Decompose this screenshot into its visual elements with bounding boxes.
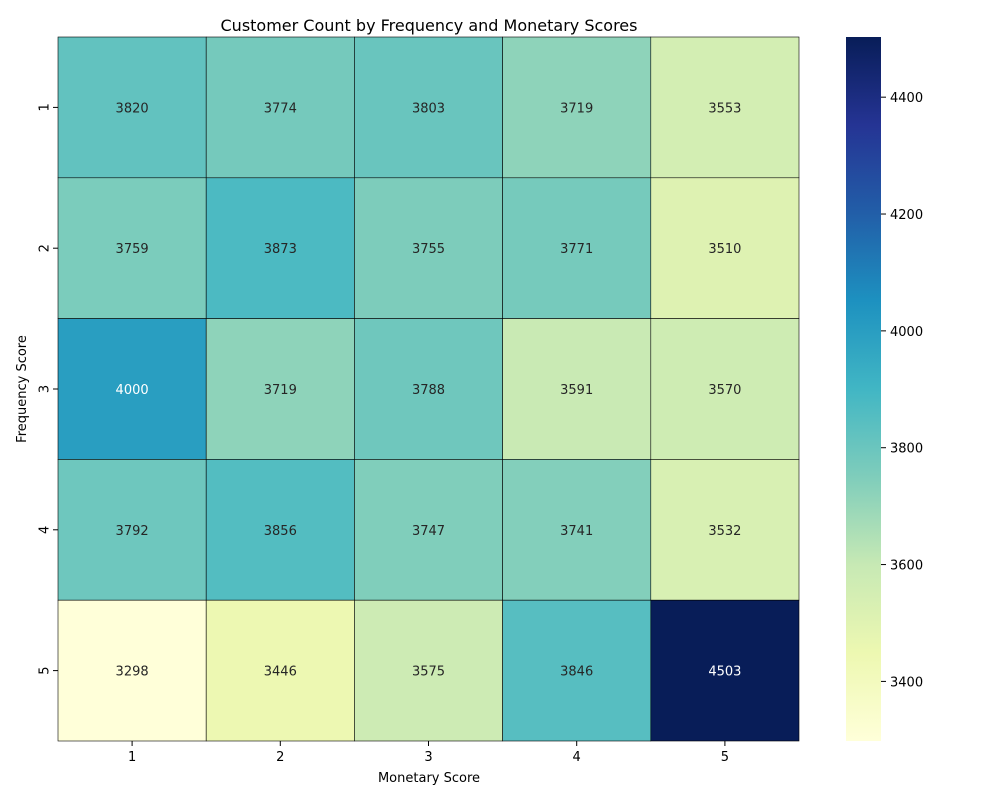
heatmap-cell-f3-m3: [354, 318, 503, 460]
cell-value-label: 3719: [560, 101, 593, 116]
heatmap-cell-f4-m4: [502, 459, 652, 601]
cell-value-label: 3846: [560, 665, 593, 680]
cell-value-label: 3755: [412, 242, 445, 257]
heatmap-cell-f3-m2: [205, 318, 355, 460]
cell-value-label: 4503: [708, 665, 741, 680]
heatmap-cell-f1-m3: [354, 36, 503, 179]
cell-value-label: 3774: [264, 101, 297, 116]
colorbar: [846, 37, 881, 741]
colorbar-tick-label: 4000: [890, 325, 923, 340]
cell-value-label: 3446: [264, 665, 297, 680]
cell-value-label: 3856: [264, 524, 297, 539]
x-tick-label: 2: [276, 750, 284, 765]
cell-value-label: 3803: [412, 101, 445, 116]
heatmap-cell-f4-m5: [650, 459, 800, 601]
y-axis-ticks: 1 2 3 4 5: [38, 103, 58, 675]
y-tick-label: 4: [38, 526, 53, 534]
cell-value-label: 3298: [116, 665, 149, 680]
heatmap-cell-f5-m1: [57, 599, 207, 742]
x-axis-label: Monetary Score: [378, 771, 480, 786]
cell-value-label: 3591: [560, 383, 593, 398]
heatmap-cell-f2-m1: [57, 177, 207, 319]
cell-value-label: 3792: [116, 524, 149, 539]
colorbar-tick-label: 3600: [890, 559, 923, 574]
y-tick-label: 2: [38, 244, 53, 252]
cell-value-label: 3820: [116, 101, 149, 116]
heatmap-cell-f4-m2: [205, 459, 355, 601]
cell-value-label: 3553: [708, 101, 741, 116]
x-axis-ticks: 1 2 3 4 5: [128, 741, 729, 765]
colorbar-ticks: 3400 3600 3800 4000 4200 4400: [881, 91, 923, 690]
x-tick-label: 4: [573, 750, 581, 765]
cell-value-label: 3532: [708, 524, 741, 539]
x-tick-label: 3: [424, 750, 432, 765]
heatmap-cell-f5-m2: [205, 599, 355, 742]
heatmap-cell-f3-m4: [502, 318, 652, 460]
cell-value-label: 3575: [412, 665, 445, 680]
cell-value-label: 3510: [708, 242, 741, 257]
cell-value-label: 3771: [560, 242, 593, 257]
y-axis-label: Frequency Score: [15, 335, 30, 443]
cell-value-label: 3719: [264, 383, 297, 398]
heatmap-cell-f5-m3: [354, 599, 503, 742]
colorbar-tick-label: 4400: [890, 91, 923, 106]
heatmap-cell-f1-m5: [650, 36, 800, 179]
cell-value-label: 3873: [264, 242, 297, 257]
heatmap-cell-f4-m3: [354, 459, 503, 601]
heatmap-cell-f2-m2: [205, 177, 355, 319]
x-tick-label: 5: [721, 750, 729, 765]
x-tick-label: 1: [128, 750, 136, 765]
colorbar-tick-label: 3400: [890, 675, 923, 690]
heatmap-cell-f1-m1: [57, 36, 207, 179]
cell-value-label: 3570: [708, 383, 741, 398]
heatmap-cell-f1-m2: [205, 36, 355, 179]
heatmap-cell-f2-m5: [650, 177, 800, 319]
cell-value-label: 4000: [116, 383, 149, 398]
y-tick-label: 3: [38, 385, 53, 393]
heatmap-cell-f5-m5: [650, 599, 800, 742]
colorbar-tick-label: 3800: [890, 442, 923, 457]
heatmap-cell-f3-m5: [650, 318, 800, 460]
y-tick-label: 1: [38, 103, 53, 111]
cell-value-label: 3759: [116, 242, 149, 257]
heatmap-cell-f1-m4: [502, 36, 652, 179]
cell-value-label: 3788: [412, 383, 445, 398]
y-tick-label: 5: [38, 666, 53, 674]
cell-value-label: 3741: [560, 524, 593, 539]
colorbar-tick-label: 4200: [890, 208, 923, 223]
cell-value-label: 3747: [412, 524, 445, 539]
heatmap-cell-f2-m3: [354, 177, 503, 319]
chart-title: Customer Count by Frequency and Monetary…: [221, 16, 638, 35]
heatmap-cells: 3820 3774 3803 3719 3553 3759 3873 3755 3771 3510…: [57, 36, 800, 742]
